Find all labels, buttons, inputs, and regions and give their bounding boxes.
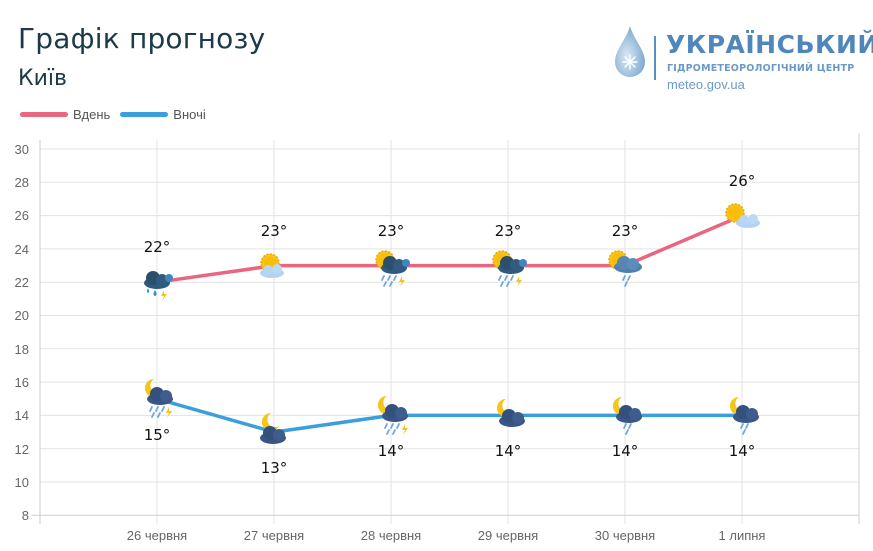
night-temp-label: 14°	[612, 442, 639, 460]
cloud-rain-thunder-icon	[144, 271, 173, 301]
night-temp-label: 15°	[144, 426, 171, 444]
svg-text:14: 14	[15, 408, 29, 423]
night-temp-label: 14°	[378, 442, 405, 460]
x-tick: 1 липня	[719, 528, 766, 543]
day-temp-label: 23°	[261, 222, 288, 240]
moon-cloud-rain-icon	[729, 396, 759, 435]
svg-text:20: 20	[15, 308, 29, 323]
moon-cloud-rain-thunder-icon	[377, 395, 408, 435]
x-tick: 27 червня	[244, 528, 304, 543]
svg-text:12: 12	[15, 442, 29, 457]
sun-cloud-rain-thunder-icon	[492, 250, 527, 287]
moon-cloud-rain-icon	[612, 396, 642, 435]
svg-text:26: 26	[15, 208, 29, 223]
logo-name: УКРАЇНСЬКИЙ	[666, 30, 873, 59]
day-series-line[interactable]	[156, 213, 743, 284]
sun-cloud-icon	[725, 203, 760, 228]
moon-cloud-icon	[496, 398, 525, 427]
axes	[32, 133, 860, 524]
sun-cloud-rain-thunder-icon	[375, 250, 410, 287]
night-temp-label: 13°	[261, 459, 288, 477]
logo-divider	[654, 36, 656, 80]
svg-text:22: 22	[15, 275, 29, 290]
logo-subtitle: ГІДРОМЕТЕОРОЛОГІЧНИЙ ЦЕНТР	[667, 63, 855, 74]
hydromet-logo[interactable]: УКРАЇНСЬКИЙ ГІДРОМЕТЕОРОЛОГІЧНИЙ ЦЕНТР m…	[612, 24, 873, 94]
svg-text:8: 8	[22, 508, 29, 523]
chart-legend: Вдень Вночі	[20, 107, 216, 122]
legend-label-night: Вночі	[173, 107, 206, 122]
sun-cloud-rain-icon	[608, 250, 642, 287]
night-temp-label: 14°	[729, 442, 756, 460]
legend-label-day: Вдень	[73, 107, 111, 122]
grid-lines	[40, 140, 859, 524]
page-title: Графік прогнозу	[18, 22, 266, 55]
x-tick: 29 червня	[478, 528, 538, 543]
legend-swatch-night	[120, 112, 169, 117]
day-temp-label: 26°	[729, 172, 756, 190]
svg-text:16: 16	[15, 375, 29, 390]
day-temp-label: 23°	[495, 222, 522, 240]
moon-cloud-rain-thunder-icon	[144, 378, 173, 418]
water-drop-icon	[615, 26, 645, 77]
day-temp-label: 23°	[378, 222, 405, 240]
logo-url[interactable]: meteo.gov.ua	[667, 77, 745, 92]
day-temp-label: 22°	[144, 238, 171, 256]
sun-cloud-icon	[260, 253, 284, 278]
y-axis-ticks: 30 28 26 24 22 20 18 16 14 12 10 8	[15, 142, 29, 523]
svg-text:10: 10	[15, 475, 29, 490]
x-tick: 28 червня	[361, 528, 421, 543]
day-temperature-labels: 22° 23° 23° 23° 23° 26°	[144, 172, 756, 256]
day-temp-label: 23°	[612, 222, 639, 240]
svg-text:24: 24	[15, 242, 29, 257]
night-series-line[interactable]	[156, 397, 742, 434]
x-axis-ticks: 26 червня 27 червня 28 червня 29 червня …	[127, 528, 766, 543]
city-name: Київ	[18, 66, 67, 91]
night-temperature-labels: 15° 13° 14° 14° 14° 14°	[144, 426, 756, 477]
x-tick: 30 червня	[595, 528, 655, 543]
legend-item-day[interactable]: Вдень	[20, 107, 110, 122]
svg-text:28: 28	[15, 175, 29, 190]
svg-text:18: 18	[15, 342, 29, 357]
legend-item-night[interactable]: Вночі	[120, 107, 206, 122]
night-temp-label: 14°	[495, 442, 522, 460]
x-tick: 26 червня	[127, 528, 187, 543]
svg-text:30: 30	[15, 142, 29, 157]
legend-swatch-day	[20, 112, 68, 117]
